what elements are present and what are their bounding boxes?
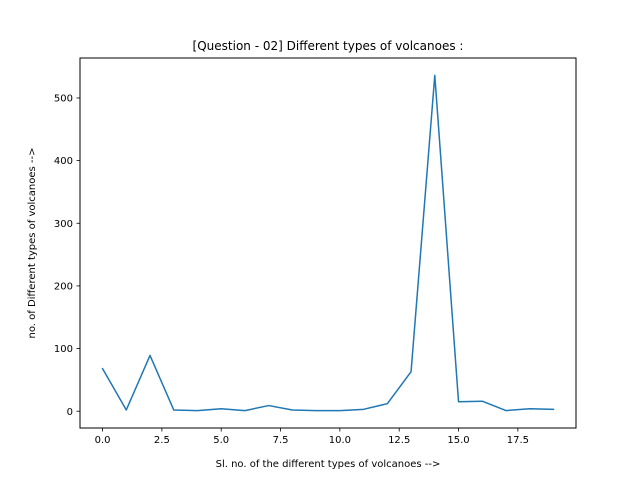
y-tick-label: 500 bbox=[54, 94, 73, 105]
x-tick-label: 2.5 bbox=[154, 435, 170, 446]
x-axis-ticks: 0.0 2.5 5.0 7.5 10.0 12.5 15.0 17.5 bbox=[95, 428, 529, 446]
x-axis-label: Sl. no. of the different types of volcan… bbox=[216, 459, 441, 470]
x-tick-label: 15.0 bbox=[447, 435, 469, 446]
y-tick-label: 200 bbox=[54, 282, 73, 293]
y-axis-ticks: 0 100 200 300 400 500 bbox=[54, 94, 80, 418]
y-tick-label: 100 bbox=[54, 344, 73, 355]
x-tick-label: 0.0 bbox=[95, 435, 111, 446]
series-layer bbox=[101, 74, 555, 412]
x-tick-label: 10.0 bbox=[329, 435, 351, 446]
x-tick-label: 12.5 bbox=[388, 435, 410, 446]
x-tick-label: 7.5 bbox=[273, 435, 289, 446]
chart-title: [Question - 02] Different types of volca… bbox=[193, 39, 464, 53]
y-axis-label: no. of Different types of volcanoes --> bbox=[27, 147, 38, 338]
x-tick-label: 5.0 bbox=[213, 435, 229, 446]
x-tick-label: 17.5 bbox=[507, 435, 529, 446]
plot-area-background bbox=[80, 58, 576, 428]
y-tick-label: 0 bbox=[67, 407, 73, 418]
y-tick-label: 300 bbox=[54, 219, 73, 230]
plot-frame bbox=[79, 57, 577, 429]
series-line-0 bbox=[101, 74, 555, 412]
y-tick-label: 400 bbox=[54, 156, 73, 167]
